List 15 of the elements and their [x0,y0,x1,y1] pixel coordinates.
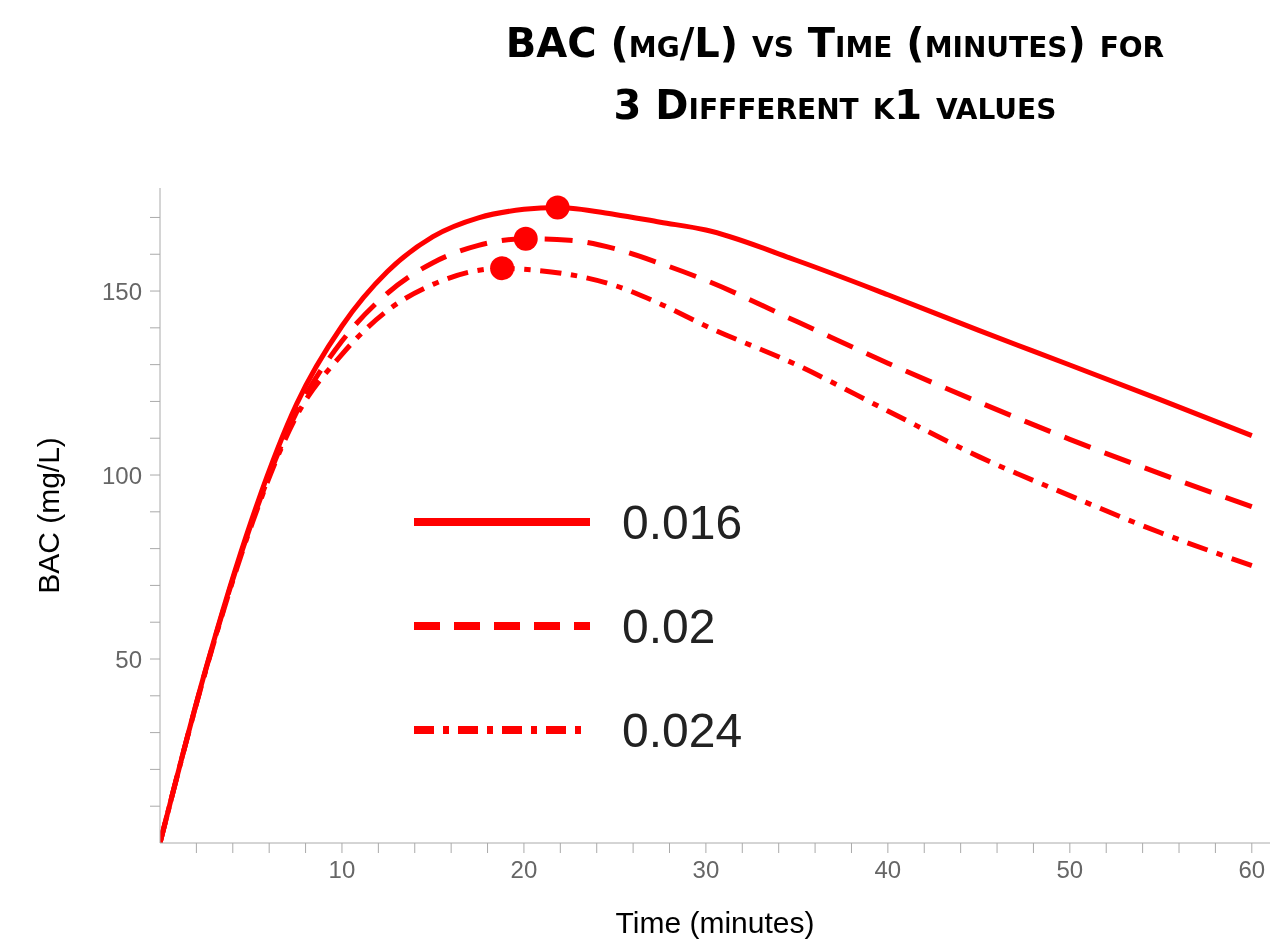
x-axis-title: Time (minutes) [615,906,815,939]
y-axis-title: BAC (mg/L) [31,437,65,594]
x-tick-label: 20 [510,856,538,884]
y-tick-label: 100 [101,461,142,489]
legend-label: 0.016 [622,494,743,550]
x-tick-label: 50 [1056,856,1084,884]
x-tick-label: 40 [874,856,902,884]
y-tick-label: 50 [115,645,142,673]
x-tick-label: 10 [328,856,356,884]
y-tick-label: 150 [101,277,142,305]
chart-title: BAC (mg/L) vs Time (minutes) for 3 Diffferent k1 values [504,19,1166,130]
legend-label: 0.02 [622,598,716,654]
x-tick-label: 60 [1238,856,1266,884]
x-tick-label: 30 [692,856,720,884]
legend-label: 0.024 [622,702,743,758]
